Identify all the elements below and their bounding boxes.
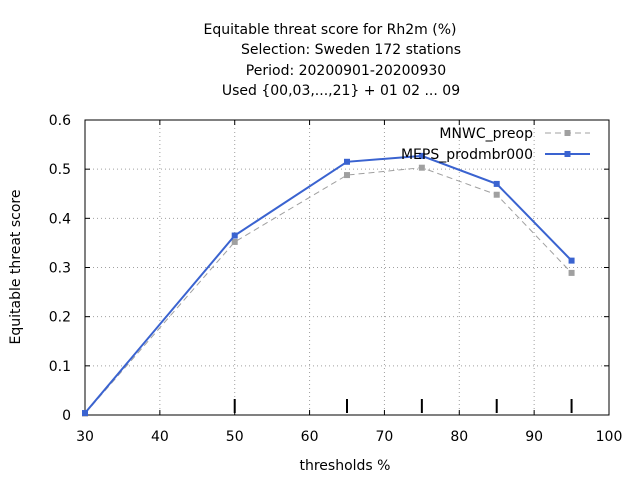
legend-marker [564,130,571,136]
y-tick-label: 0 [62,408,71,424]
y-tick-label: 0.1 [49,359,71,375]
data-point [493,191,500,198]
x-tick-label: 40 [151,429,169,445]
x-tick-label: 50 [226,429,244,445]
x-axis-label: thresholds % [300,458,391,474]
data-point [344,158,350,165]
y-tick-label: 0.3 [49,261,71,277]
title-line-2: Selection: Sweden 172 stations [241,42,461,58]
legend-marker [564,151,571,157]
series-layer [82,152,575,417]
series-MNWC_preop [82,164,575,417]
legend-label: MEPS_prodmbr000 [401,147,533,163]
y-tick-label: 0.6 [49,113,71,129]
series-line [84,154,573,414]
y-tick-label: 0.2 [49,310,71,326]
data-point [568,257,575,264]
threshold-marks [233,399,573,413]
x-tick-label: 90 [525,429,543,445]
grid [85,120,609,415]
y-tick-label: 0.4 [49,211,71,227]
data-point [344,172,350,179]
x-axis-ticks: 30 40 50 60 70 80 90 100 [76,120,622,445]
data-point [231,232,238,239]
x-tick-label: 70 [376,429,394,445]
x-tick-label: 100 [596,429,623,445]
title-line-4: Used {00,03,...,21} + 01 02 ... 09 [222,83,460,99]
data-point [568,269,575,276]
data-point [82,410,88,417]
x-tick-label: 30 [76,429,94,445]
y-axis-label: Equitable threat score [8,190,24,345]
legend: MNWC_preop MEPS_prodmbr000 [401,126,590,163]
y-tick-label: 0.5 [49,162,71,178]
data-point [418,152,425,159]
title-line-1: Equitable threat score for Rh2m (%) [204,22,457,38]
series-line [84,167,572,414]
chart-title: Equitable threat score for Rh2m (%) Sele… [204,22,462,99]
x-tick-label: 60 [301,429,319,445]
data-point [418,164,425,171]
data-point [493,180,500,187]
legend-label: MNWC_preop [439,126,533,142]
title-line-3: Period: 20200901-20200930 [246,63,446,79]
y-axis-ticks: 0 0.1 0.2 0.3 0.4 0.5 0.6 [49,113,609,424]
series-MEPS_prodmbr000 [82,152,575,417]
data-point [231,238,238,245]
x-tick-label: 80 [450,429,468,445]
